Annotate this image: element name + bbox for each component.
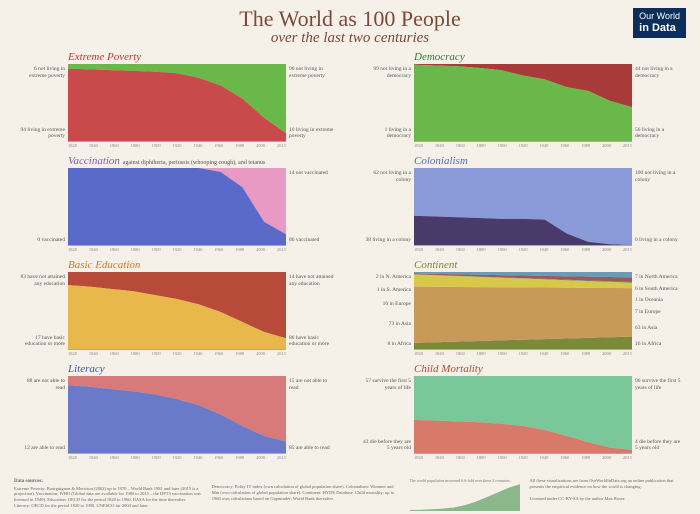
chart-education bbox=[68, 272, 286, 350]
xaxis-literacy: 1820184018601880190019201940196019802000… bbox=[14, 454, 340, 460]
panel-mortality: Child Mortality 57 survive the first 5 y… bbox=[360, 363, 686, 463]
logo-line2: in Data bbox=[639, 22, 680, 34]
footer: Data sources: Extreme Poverty: Bourguign… bbox=[14, 478, 686, 512]
left-labels-mortality: 57 survive the first 5 years of life43 d… bbox=[360, 376, 414, 454]
chart-vaccination bbox=[68, 168, 286, 246]
left-labels-colonialism: 62 not living in a colony38 living in a … bbox=[360, 168, 414, 246]
right-labels-democracy: 44 not living in a democracy56 living in… bbox=[632, 64, 686, 142]
panel-title-continent: Continent bbox=[360, 259, 686, 271]
license-text: Licensed under CC-BY-SA by the author Ma… bbox=[530, 496, 626, 501]
page-subtitle: over the last two centuries bbox=[0, 30, 700, 47]
right-labels-colonialism: 100 not living in a colony0 living in a … bbox=[632, 168, 686, 246]
left-labels-education: 83 have not attained any education17 hav… bbox=[14, 272, 68, 350]
right-labels-vaccination: 14 not vaccinated86 vaccinated bbox=[286, 168, 340, 246]
right-labels-literacy: 15 are not able to read85 are able to re… bbox=[286, 376, 340, 454]
panel-poverty: Extreme Poverty 6 not living in extreme … bbox=[14, 51, 340, 151]
xaxis-poverty: 1820184018601880190019201940196019802000… bbox=[14, 142, 340, 148]
panel-democracy: Democracy 99 not living in a democracy1 … bbox=[360, 51, 686, 151]
footer-sources-2: Democracy: Polity IV index (own calculat… bbox=[212, 478, 400, 512]
chart-grid: Extreme Poverty 6 not living in extreme … bbox=[0, 49, 700, 463]
sources-body-2: Democracy: Polity IV index (own calculat… bbox=[212, 484, 394, 501]
footer-blurb: All these visualizations are from OurWor… bbox=[530, 478, 686, 512]
panel-continent: Continent 2 in N. America1 in S. America… bbox=[360, 259, 686, 359]
page-title: The World as 100 People bbox=[0, 6, 700, 32]
logo-line1: Our World bbox=[639, 12, 680, 22]
panel-colonialism: Colonialism 62 not living in a colony38 … bbox=[360, 155, 686, 255]
panel-title-literacy: Literacy bbox=[14, 363, 340, 375]
xaxis-vaccination: 1820184018601880190019201940196019802000… bbox=[14, 246, 340, 252]
right-labels-poverty: 90 not living in extreme poverty10 livin… bbox=[286, 64, 340, 142]
right-labels-mortality: 96 survive the first 5 years of life4 di… bbox=[632, 376, 686, 454]
left-labels-vaccination: 0 vaccinated bbox=[14, 168, 68, 246]
blurb-text: All these visualizations are from OurWor… bbox=[530, 478, 674, 489]
panel-title-vaccination: Vaccination against diphtheria, pertussi… bbox=[14, 155, 340, 167]
panel-literacy: Literacy 88 are not able to read12 are a… bbox=[14, 363, 340, 463]
panel-title-education: Basic Education bbox=[14, 259, 340, 271]
left-labels-poverty: 6 not living in extreme poverty94 living… bbox=[14, 64, 68, 142]
panel-title-colonialism: Colonialism bbox=[360, 155, 686, 167]
left-labels-literacy: 88 are not able to read12 are able to re… bbox=[14, 376, 68, 454]
panel-education: Basic Education 83 have not attained any… bbox=[14, 259, 340, 359]
panel-title-mortality: Child Mortality bbox=[360, 363, 686, 375]
xaxis-democracy: 1820184018601880190019201940196019802000… bbox=[360, 142, 686, 148]
chart-literacy bbox=[68, 376, 286, 454]
footer-sources: Data sources: Extreme Poverty: Bourguign… bbox=[14, 478, 202, 512]
left-labels-continent: 2 in N. America1 in S. America16 in Euro… bbox=[360, 272, 414, 350]
xaxis-continent: 1820184018601880190019201940196019802000… bbox=[360, 350, 686, 356]
panel-title-poverty: Extreme Poverty bbox=[14, 51, 340, 63]
header: The World as 100 People over the last tw… bbox=[0, 0, 700, 49]
panel-title-democracy: Democracy bbox=[360, 51, 686, 63]
chart-colonialism bbox=[414, 168, 632, 246]
xaxis-colonialism: 1820184018601880190019201940196019802000… bbox=[360, 246, 686, 252]
footer-mini-chart: The world population increased 6.6-fold … bbox=[410, 478, 520, 512]
sources-body: Extreme Poverty: Bourguignon & Morrison … bbox=[14, 486, 201, 509]
chart-democracy bbox=[414, 64, 632, 142]
right-labels-continent: 7 in North America6 in South America1 in… bbox=[632, 272, 686, 350]
chart-continent bbox=[414, 272, 632, 350]
chart-mortality bbox=[414, 376, 632, 454]
left-labels-democracy: 99 not living in a democracy1 living in … bbox=[360, 64, 414, 142]
right-labels-education: 14 have not attained any education86 hav… bbox=[286, 272, 340, 350]
chart-poverty bbox=[68, 64, 286, 142]
xaxis-education: 1820184018601880190019201940196019802000… bbox=[14, 350, 340, 356]
xaxis-mortality: 1820184018601880190019201940196019802000… bbox=[360, 454, 686, 460]
sources-head: Data sources: bbox=[14, 479, 43, 484]
owid-logo: Our World in Data bbox=[633, 8, 686, 38]
panel-vaccination: Vaccination against diphtheria, pertussi… bbox=[14, 155, 340, 255]
